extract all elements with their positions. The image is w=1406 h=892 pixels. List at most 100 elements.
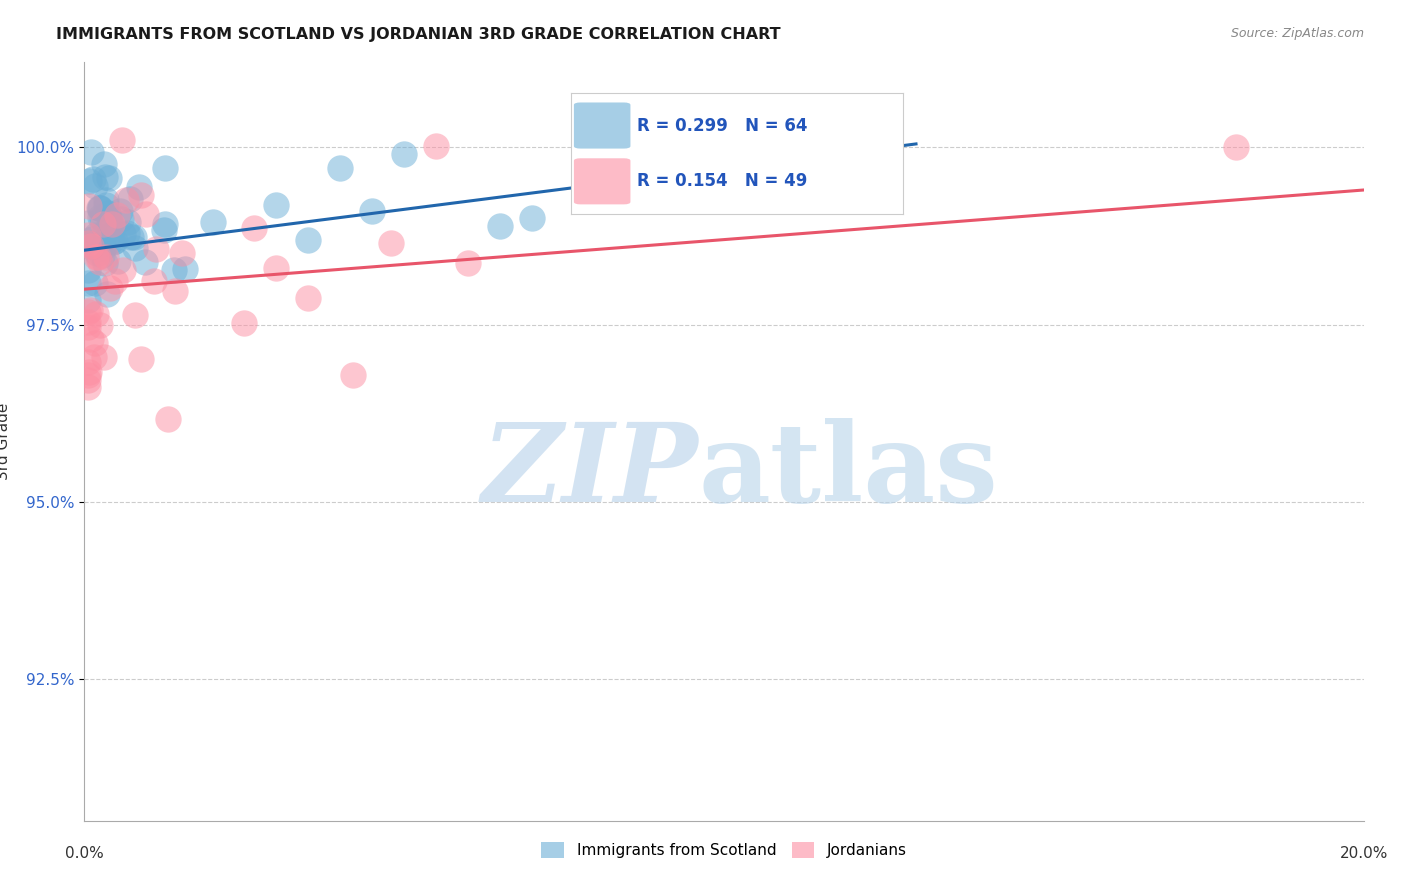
Point [79,199,101,213]
Point [110,211,132,226]
Text: 20.0%: 20.0% [1340,846,1388,861]
Point [82,172,104,186]
Point [264,261,288,276]
Point [87,201,110,215]
Point [117,215,139,229]
Point [153,217,176,231]
Point [89,210,111,224]
Point [170,246,193,260]
Point [82,238,104,252]
Point [201,215,224,229]
Point [83,276,105,290]
Point [174,261,197,276]
Point [111,263,134,277]
Point [1225,140,1247,154]
Point [77,365,100,379]
Point [134,255,156,269]
Point [873,140,896,154]
Point [98,215,121,229]
Point [100,234,122,248]
Point [89,318,111,332]
Point [94,198,117,212]
Point [135,207,157,221]
Point [96,287,118,301]
Point [163,285,186,299]
Point [76,277,98,291]
Point [489,219,512,233]
Point [84,335,107,350]
Point [233,316,256,330]
Point [153,161,176,175]
Point [97,228,120,243]
Point [105,208,128,222]
Point [76,320,98,334]
Point [76,380,98,394]
Point [76,262,98,277]
Point [342,368,364,382]
Point [76,368,98,382]
Point [76,235,98,250]
Point [76,228,98,243]
Point [84,178,107,193]
Point [93,157,115,171]
Point [79,332,101,346]
Point [329,161,352,175]
Point [77,174,100,188]
Point [80,239,103,253]
Point [76,315,98,329]
Point [86,245,108,260]
Point [104,235,127,249]
Point [156,412,179,426]
Point [425,139,447,153]
Point [89,255,111,269]
Point [98,211,121,225]
Point [380,235,402,250]
Point [76,293,98,307]
Point [361,204,384,219]
Point [118,192,141,206]
Point [145,242,167,256]
Point [124,241,146,255]
Point [76,304,98,318]
Point [111,227,134,241]
Point [97,206,120,220]
Point [91,241,114,255]
Point [87,250,110,264]
Point [91,211,114,225]
Point [98,170,121,185]
Y-axis label: 3rd Grade: 3rd Grade [0,403,11,480]
Point [104,274,127,288]
Text: IMMIGRANTS FROM SCOTLAND VS JORDANIAN 3RD GRADE CORRELATION CHART: IMMIGRANTS FROM SCOTLAND VS JORDANIAN 3R… [56,27,780,42]
Point [128,180,150,194]
Point [101,235,124,249]
Point [98,281,121,295]
Point [84,228,107,243]
Text: Source: ZipAtlas.com: Source: ZipAtlas.com [1230,27,1364,40]
Text: 0.0%: 0.0% [65,846,104,861]
Point [110,204,132,219]
Point [96,193,118,207]
Point [93,170,115,185]
Point [107,254,129,268]
Point [163,262,186,277]
Point [83,350,105,364]
Point [76,373,98,387]
Point [131,351,153,366]
Point [264,197,288,211]
Point [80,232,103,246]
Point [91,217,114,231]
Point [89,201,111,215]
Point [79,303,101,318]
Point [124,308,146,322]
Point [111,133,134,147]
Point [297,233,319,247]
Point [242,221,264,235]
Point [115,226,138,240]
Text: atlas: atlas [699,418,998,525]
Point [522,211,544,225]
Point [84,307,107,321]
Point [76,236,98,251]
Point [394,147,416,161]
Point [122,229,145,244]
Point [120,230,142,244]
